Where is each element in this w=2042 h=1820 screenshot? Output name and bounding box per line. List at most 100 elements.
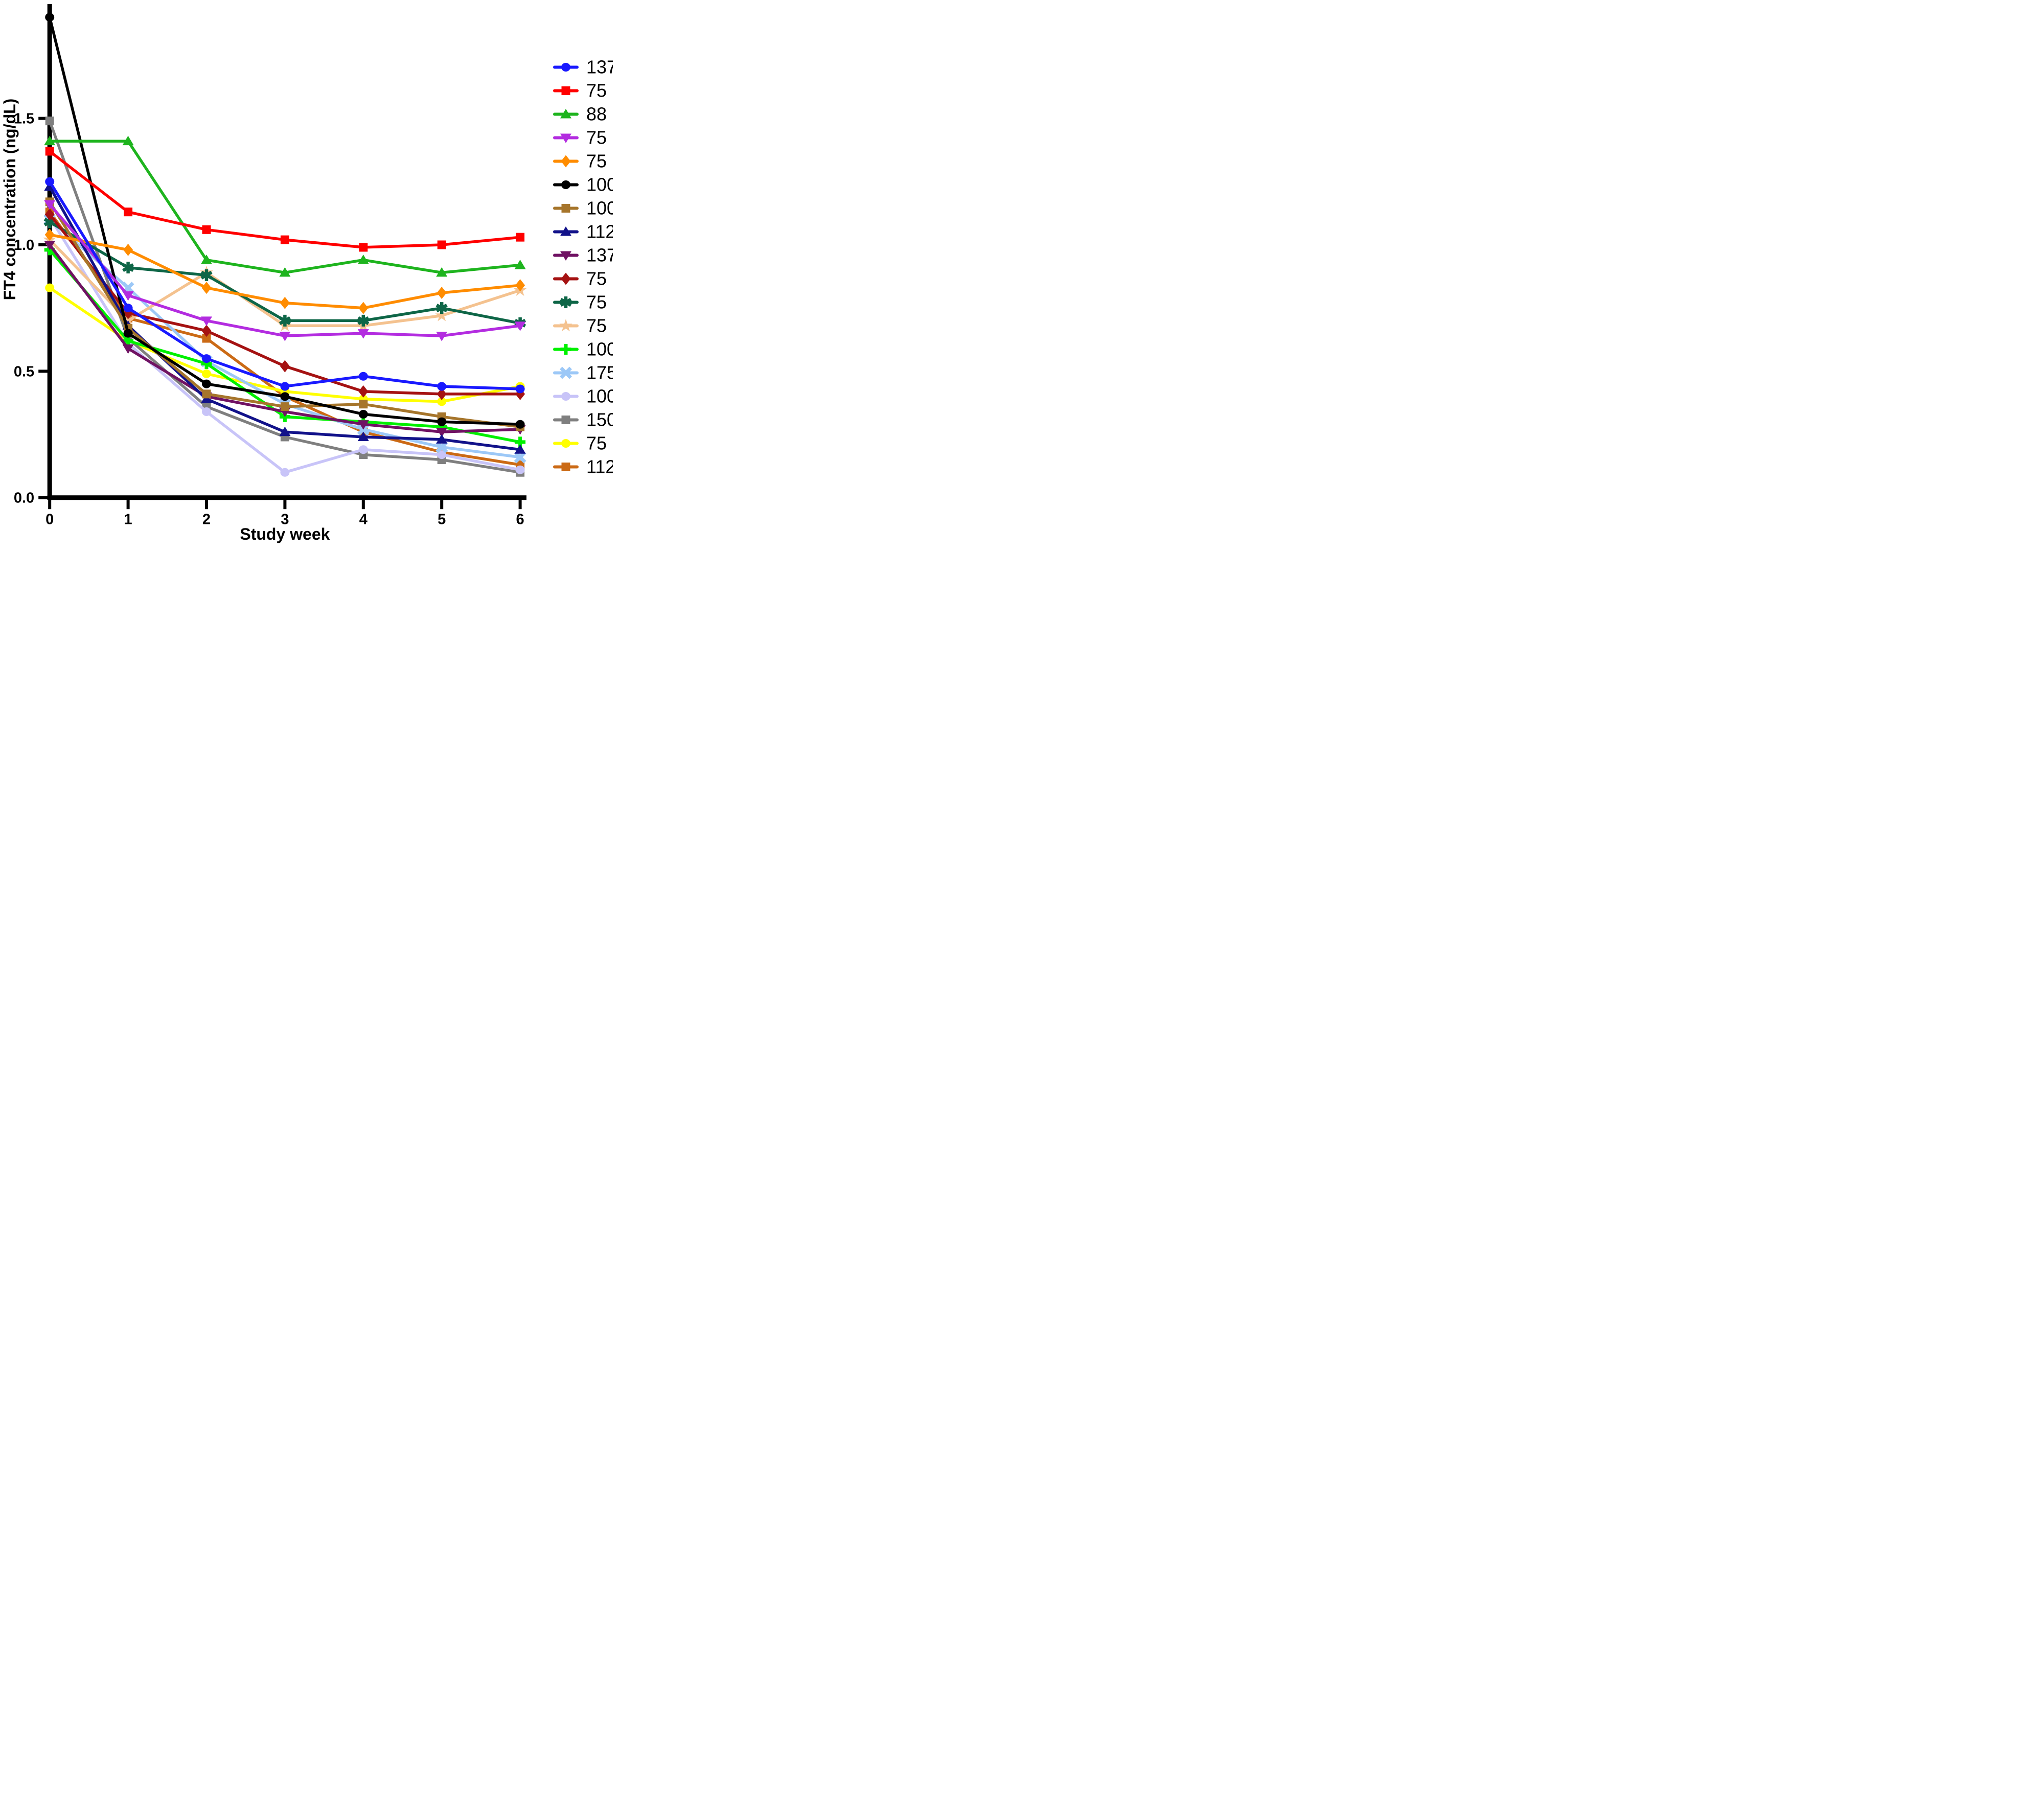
asterisk-marker [435, 302, 448, 314]
circle-marker [561, 180, 570, 189]
legend-item-75: 75 [553, 127, 607, 148]
y-axis-tick-label: 1.0 [14, 237, 34, 254]
triangle-up-marker [514, 260, 526, 269]
y-axis-tick-label: 1.5 [14, 111, 34, 127]
x-axis-tick [518, 500, 522, 510]
asterisk-marker [279, 314, 291, 327]
star-marker [559, 319, 572, 332]
triangle-up-marker [201, 255, 212, 264]
triangle-down-marker [357, 420, 369, 430]
series-75-asterisk [43, 216, 526, 329]
triangle-down-marker [436, 332, 448, 341]
diamond-marker [515, 279, 525, 292]
circle-marker [358, 409, 368, 419]
legend-item-100: 100 [553, 198, 613, 219]
x-axis-tick-label: 2 [202, 512, 211, 528]
square-marker [359, 243, 368, 252]
triangle-down-marker [357, 329, 369, 339]
square-marker [359, 400, 368, 409]
triangle-up-marker [514, 444, 526, 454]
triangle-down-marker [279, 332, 291, 341]
circle-marker [280, 392, 290, 401]
x-axis-title: Study week [240, 525, 330, 543]
legend-label: 75 [586, 433, 607, 454]
diamond-marker [358, 302, 369, 314]
legend-label: 100 [586, 339, 613, 360]
legend-item-75: 75 [553, 151, 607, 172]
x-marker [560, 366, 572, 379]
legend-label: 75 [586, 268, 607, 289]
legend-item-137: 137 [553, 57, 613, 78]
legend-label: 100 [586, 198, 613, 219]
triangle-up-marker [436, 434, 448, 444]
diamond-marker [437, 286, 447, 299]
diamond-marker [201, 282, 212, 294]
square-marker [202, 225, 211, 234]
circle-marker [515, 465, 525, 474]
square-marker [280, 402, 289, 411]
x-axis-tick-label: 1 [124, 512, 132, 528]
legend-label: 75 [586, 80, 607, 101]
square-marker [437, 240, 446, 249]
series-75-triangle-down [44, 200, 526, 341]
triangle-up-marker [357, 255, 369, 264]
x-axis-tick-label: 3 [281, 512, 289, 528]
legend-item-75: 75 [553, 80, 607, 101]
y-axis-tick [38, 243, 48, 246]
legend-label: 75 [586, 127, 607, 148]
legend-item-75: 75 [553, 315, 607, 336]
legend-item-175: 175 [553, 362, 613, 383]
x-axis-tick [126, 500, 130, 510]
legend-label: 137 [586, 57, 613, 78]
series-75-diamond [44, 228, 525, 314]
diamond-marker [201, 325, 212, 337]
legend-item-75: 75 [553, 292, 607, 313]
square-marker [561, 463, 570, 471]
asterisk-marker [560, 296, 572, 308]
y-axis-tick-label: 0.5 [14, 363, 34, 380]
triangle-up-marker [560, 109, 571, 119]
legend-label: 88 [586, 104, 607, 125]
asterisk-marker [200, 269, 213, 281]
square-marker [124, 208, 133, 217]
series-75-square [45, 147, 525, 252]
star-marker [435, 309, 449, 321]
circle-marker [561, 392, 570, 401]
x-axis-tick [283, 500, 287, 510]
diamond-marker [280, 296, 290, 309]
plus-marker [560, 344, 571, 355]
circle-marker [437, 382, 447, 391]
circle-marker [280, 468, 290, 477]
axes: 0.0 0.5 1.0 1.5 0 1 2 3 4 5 6 Study week FT4 concent… [1, 4, 526, 543]
circle-marker [561, 63, 570, 72]
x-axis-tick-label: 5 [438, 512, 446, 528]
square-marker [561, 204, 570, 213]
triangle-down-marker [436, 428, 448, 437]
diamond-marker [44, 228, 55, 241]
triangle-down-marker [44, 241, 56, 250]
star-marker [121, 313, 135, 327]
triangle-down-marker [201, 316, 212, 326]
legend-item-100: 100 [553, 339, 613, 360]
x-axis-tick [440, 500, 444, 510]
triangle-up-marker [201, 394, 212, 403]
triangle-down-marker [560, 133, 571, 143]
circle-marker [123, 329, 133, 338]
legend-label: 112 [586, 221, 613, 242]
legend-label: 150 [586, 409, 613, 430]
triangle-up-marker [279, 426, 291, 436]
diamond-marker [44, 208, 55, 221]
square-marker [561, 416, 570, 424]
legend-label: 75 [586, 151, 607, 172]
circle-marker [123, 304, 133, 313]
legend-label: 75 [586, 315, 607, 336]
legend-item-137: 137 [553, 245, 613, 266]
circle-marker [515, 420, 525, 429]
circle-marker [202, 407, 211, 417]
legend-label: 75 [586, 292, 607, 313]
y-axis-tick [38, 370, 48, 373]
diamond-marker [358, 385, 369, 398]
triangle-up-marker [436, 267, 448, 277]
asterisk-marker [357, 314, 370, 327]
y-axis-title: FT4 concentration (ng/dL) [1, 99, 19, 301]
